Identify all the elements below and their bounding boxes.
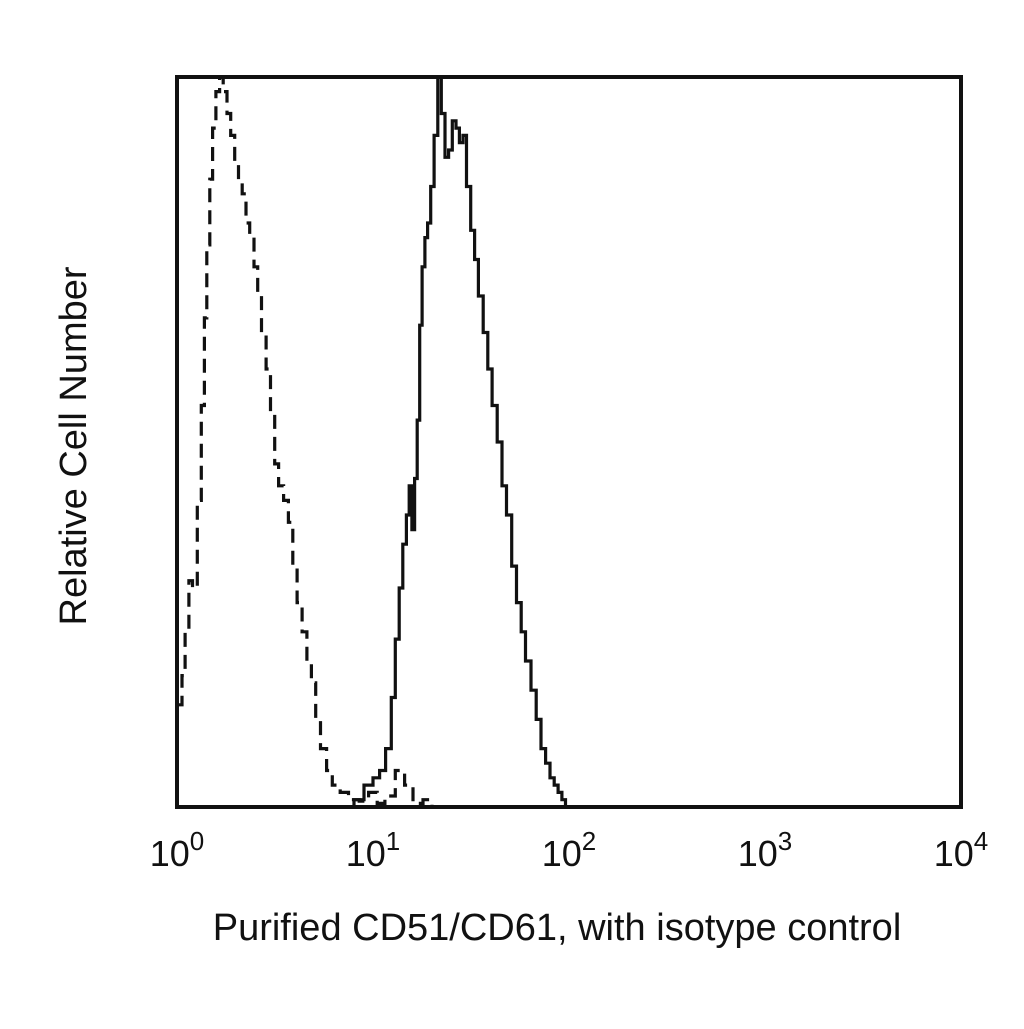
x-tick-label: 103	[738, 826, 793, 874]
x-tick-label: 101	[346, 826, 401, 874]
plot-frame	[175, 75, 963, 809]
x-tick-labels: 100 101 102 103 104	[150, 826, 989, 874]
cd51-cd61-solid-line	[342, 75, 568, 809]
x-tick-label: 100	[150, 826, 205, 874]
y-axis-label: Relative Cell Number	[53, 266, 95, 625]
x-tick-label: 102	[542, 826, 597, 874]
plot-area	[177, 75, 568, 809]
x-axis-label: Purified CD51/CD61, with isotype control	[213, 907, 902, 949]
x-tick-label: 104	[934, 826, 989, 874]
